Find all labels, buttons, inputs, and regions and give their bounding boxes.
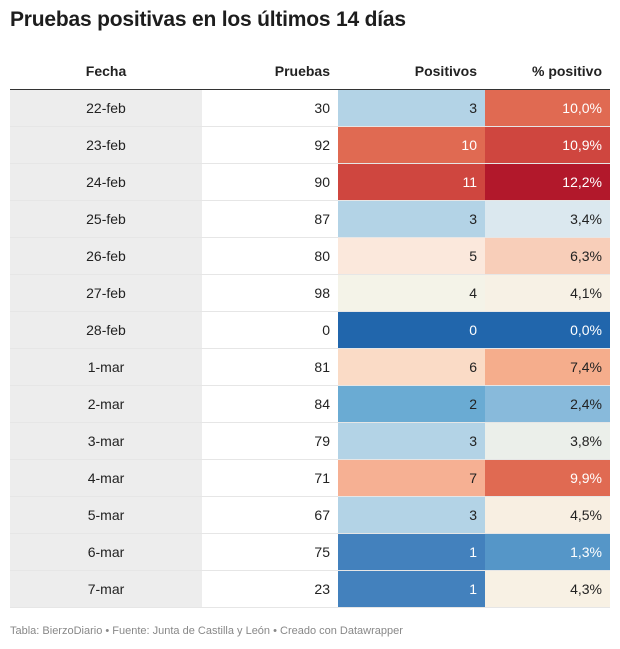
cell-positivos: 1 xyxy=(338,533,485,571)
cell-fecha: 4-mar xyxy=(10,459,202,497)
cell-pct-positivo: 10,9% xyxy=(485,126,610,164)
chart-title: Pruebas positivas en los últimos 14 días xyxy=(10,8,406,31)
cell-pruebas: 75 xyxy=(202,533,338,571)
cell-positivos: 7 xyxy=(338,459,485,497)
cell-pct-positivo: 9,9% xyxy=(485,459,610,497)
cell-pct-positivo: 4,3% xyxy=(485,570,610,608)
cell-fecha: 24-feb xyxy=(10,163,202,201)
cell-fecha: 26-feb xyxy=(10,237,202,275)
table-row: 3-mar 79 3 3,8% xyxy=(10,422,610,460)
column-header-pruebas[interactable]: Pruebas xyxy=(202,53,338,90)
cell-fecha: 6-mar xyxy=(10,533,202,571)
column-header-positivos[interactable]: Positivos xyxy=(338,53,485,90)
cell-pct-positivo: 0,0% xyxy=(485,311,610,349)
cell-pruebas: 84 xyxy=(202,385,338,423)
table-row: 22-feb 30 3 10,0% xyxy=(10,89,610,127)
cell-pruebas: 81 xyxy=(202,348,338,386)
cell-positivos: 11 xyxy=(338,163,485,201)
column-header-fecha[interactable]: Fecha xyxy=(10,53,202,90)
cell-positivos: 3 xyxy=(338,200,485,238)
cell-pct-positivo: 6,3% xyxy=(485,237,610,275)
cell-pct-positivo: 2,4% xyxy=(485,385,610,423)
cell-pruebas: 92 xyxy=(202,126,338,164)
cell-fecha: 1-mar xyxy=(10,348,202,386)
cell-pct-positivo: 1,3% xyxy=(485,533,610,571)
cell-positivos: 3 xyxy=(338,496,485,534)
cell-pct-positivo: 3,8% xyxy=(485,422,610,460)
cell-pruebas: 90 xyxy=(202,163,338,201)
cell-pruebas: 79 xyxy=(202,422,338,460)
cell-positivos: 0 xyxy=(338,311,485,349)
cell-pct-positivo: 4,1% xyxy=(485,274,610,312)
table-row: 25-feb 87 3 3,4% xyxy=(10,200,610,238)
column-header-pct-positivo[interactable]: % positivo xyxy=(485,53,610,90)
table-row: 26-feb 80 5 6,3% xyxy=(10,237,610,275)
cell-positivos: 1 xyxy=(338,570,485,608)
cell-fecha: 27-feb xyxy=(10,274,202,312)
cell-pct-positivo: 4,5% xyxy=(485,496,610,534)
cell-fecha: 7-mar xyxy=(10,570,202,608)
cell-pruebas: 0 xyxy=(202,311,338,349)
cell-pct-positivo: 3,4% xyxy=(485,200,610,238)
cell-fecha: 2-mar xyxy=(10,385,202,423)
footer-credits: Tabla: BierzoDiario • Fuente: Junta de C… xyxy=(10,625,403,637)
cell-pruebas: 71 xyxy=(202,459,338,497)
cell-fecha: 22-feb xyxy=(10,89,202,127)
cell-pct-positivo: 10,0% xyxy=(485,89,610,127)
table-row: 28-feb 0 0 0,0% xyxy=(10,311,610,349)
cell-positivos: 6 xyxy=(338,348,485,386)
table-row: 6-mar 75 1 1,3% xyxy=(10,533,610,571)
cell-fecha: 5-mar xyxy=(10,496,202,534)
cell-fecha: 3-mar xyxy=(10,422,202,460)
header-row: Fecha Pruebas Positivos % positivo xyxy=(10,53,610,90)
table-body: 22-feb 30 3 10,0% 23-feb 92 10 10,9% 24-feb 90 11 1… xyxy=(10,89,610,608)
table-row: 27-feb 98 4 4,1% xyxy=(10,274,610,312)
table-row: 4-mar 71 7 9,9% xyxy=(10,459,610,497)
cell-positivos: 3 xyxy=(338,422,485,460)
table-row: 7-mar 23 1 4,3% xyxy=(10,570,610,608)
cell-positivos: 2 xyxy=(338,385,485,423)
table-row: 2-mar 84 2 2,4% xyxy=(10,385,610,423)
cell-fecha: 28-feb xyxy=(10,311,202,349)
cell-positivos: 3 xyxy=(338,89,485,127)
cell-positivos: 4 xyxy=(338,274,485,312)
table-row: 24-feb 90 11 12,2% xyxy=(10,163,610,201)
cell-fecha: 23-feb xyxy=(10,126,202,164)
table-row: 1-mar 81 6 7,4% xyxy=(10,348,610,386)
data-table: Fecha Pruebas Positivos % positivo 22-fe… xyxy=(10,53,610,608)
table-row: 23-feb 92 10 10,9% xyxy=(10,126,610,164)
cell-pruebas: 67 xyxy=(202,496,338,534)
cell-pruebas: 23 xyxy=(202,570,338,608)
table-row: 5-mar 67 3 4,5% xyxy=(10,496,610,534)
cell-pruebas: 80 xyxy=(202,237,338,275)
cell-pruebas: 98 xyxy=(202,274,338,312)
cell-fecha: 25-feb xyxy=(10,200,202,238)
cell-pruebas: 87 xyxy=(202,200,338,238)
cell-positivos: 10 xyxy=(338,126,485,164)
cell-positivos: 5 xyxy=(338,237,485,275)
cell-pruebas: 30 xyxy=(202,89,338,127)
cell-pct-positivo: 7,4% xyxy=(485,348,610,386)
cell-pct-positivo: 12,2% xyxy=(485,163,610,201)
